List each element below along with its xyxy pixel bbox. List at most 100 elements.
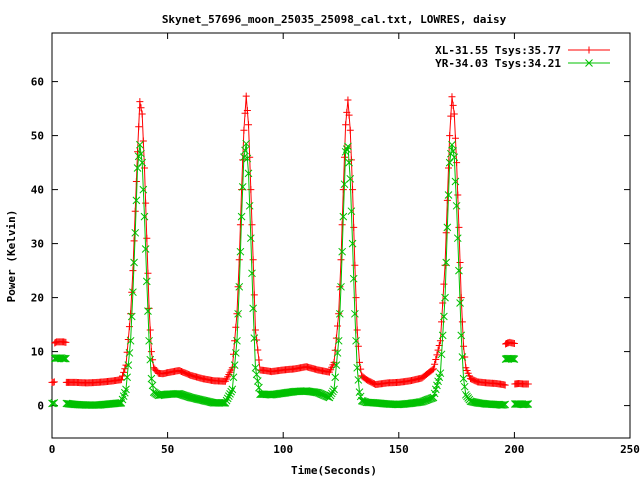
data-point-marker	[251, 326, 259, 334]
data-point-marker	[338, 247, 347, 256]
data-point-marker	[147, 374, 156, 383]
data-point-marker	[148, 381, 157, 390]
data-point-marker	[342, 145, 351, 153]
data-point-marker	[142, 277, 151, 286]
data-point-marker	[346, 174, 355, 183]
data-point-marker	[501, 400, 510, 409]
data-point-marker	[460, 382, 469, 391]
data-point-marker	[144, 269, 152, 277]
data-point-marker	[356, 392, 365, 401]
data-point-marker	[325, 393, 334, 402]
data-point-marker	[230, 361, 239, 369]
data-point-marker	[228, 385, 237, 394]
data-point-marker	[247, 186, 255, 194]
y-tick-label: 20	[31, 292, 44, 305]
data-point-marker	[234, 283, 242, 291]
data-point-marker	[132, 196, 141, 205]
data-point-marker	[139, 137, 147, 145]
data-point-marker	[443, 196, 451, 204]
data-point-marker	[250, 291, 258, 299]
data-point-marker	[59, 354, 68, 363]
data-point-marker	[353, 363, 362, 372]
data-point-marker	[332, 361, 341, 369]
data-point-marker	[453, 234, 462, 243]
data-point-marker	[337, 282, 345, 291]
data-point-marker	[241, 146, 249, 155]
data-point-marker	[428, 394, 437, 402]
y-tick-label: 60	[31, 76, 44, 89]
data-point-marker	[351, 261, 359, 269]
data-point-marker	[127, 310, 135, 318]
data-point-marker	[440, 312, 448, 321]
data-point-marker	[455, 266, 463, 275]
data-point-marker	[341, 147, 350, 156]
data-point-marker	[457, 294, 465, 302]
y-tick-label: 0	[37, 400, 44, 413]
y-tick-label: 10	[31, 346, 44, 359]
data-point-marker	[232, 323, 240, 331]
data-point-marker	[242, 92, 250, 100]
data-point-marker	[141, 245, 150, 253]
data-point-marker	[130, 237, 138, 245]
axis-ticks: 0 50 100 150 200 250 0 10 20 30 40 50 60	[31, 33, 640, 456]
data-point-marker	[238, 186, 246, 194]
data-point-marker	[501, 381, 509, 389]
legend-label: YR-34.03 Tsys:34.21	[435, 57, 561, 70]
data-point-marker	[144, 307, 152, 315]
x-tick-label: 50	[161, 443, 174, 456]
data-point-marker	[458, 353, 467, 361]
series-1	[48, 92, 532, 389]
chart-title: Skynet_57696_moon_25035_25098_cal.txt, L…	[162, 13, 507, 26]
data-point-marker	[252, 370, 261, 379]
data-point-marker	[142, 199, 150, 207]
data-point-marker	[119, 372, 127, 380]
series-line	[66, 143, 506, 406]
data-point-marker	[427, 394, 436, 403]
data-point-marker	[235, 256, 243, 264]
data-point-marker	[233, 336, 241, 345]
data-point-marker	[520, 400, 529, 409]
data-point-marker	[340, 153, 348, 161]
data-point-marker	[254, 346, 262, 354]
data-point-marker	[139, 185, 148, 194]
data-point-marker	[238, 183, 247, 191]
data-point-marker	[129, 267, 137, 275]
data-point-marker	[239, 156, 247, 164]
data-point-marker	[131, 207, 139, 215]
data-point-marker	[48, 399, 56, 408]
data-point-marker	[457, 331, 466, 340]
y-tick-label: 50	[31, 130, 44, 143]
data-point-marker	[344, 96, 352, 104]
x-tick-label: 250	[620, 443, 640, 456]
data-point-marker	[251, 363, 260, 372]
data-point-marker	[138, 110, 146, 118]
data-point-marker	[60, 354, 69, 363]
data-point-marker	[443, 223, 452, 232]
data-point-marker	[132, 178, 140, 185]
x-tick-label: 150	[389, 443, 409, 456]
data-point-marker	[124, 361, 133, 369]
data-point-marker	[349, 274, 358, 283]
data-point-marker	[145, 336, 153, 345]
data-point-marker	[336, 283, 344, 291]
data-point-marker	[236, 221, 244, 229]
data-point-marker	[250, 334, 259, 342]
data-point-marker	[436, 369, 445, 378]
data-point-marker	[255, 383, 263, 392]
data-point-marker	[137, 104, 145, 112]
data-point-marker	[354, 376, 363, 384]
data-point-marker	[442, 258, 451, 267]
data-point-marker	[456, 259, 464, 266]
data-point-marker	[429, 365, 437, 373]
data-point-marker	[445, 164, 453, 172]
data-point-marker	[114, 399, 122, 408]
data-point-marker	[136, 98, 144, 106]
data-point-marker	[345, 158, 353, 167]
data-point-marker	[245, 121, 253, 129]
data-point-marker	[449, 147, 457, 155]
data-point-marker	[524, 400, 533, 408]
data-point-marker	[121, 365, 129, 373]
data-point-marker	[231, 349, 240, 357]
data-point-marker	[229, 373, 238, 382]
